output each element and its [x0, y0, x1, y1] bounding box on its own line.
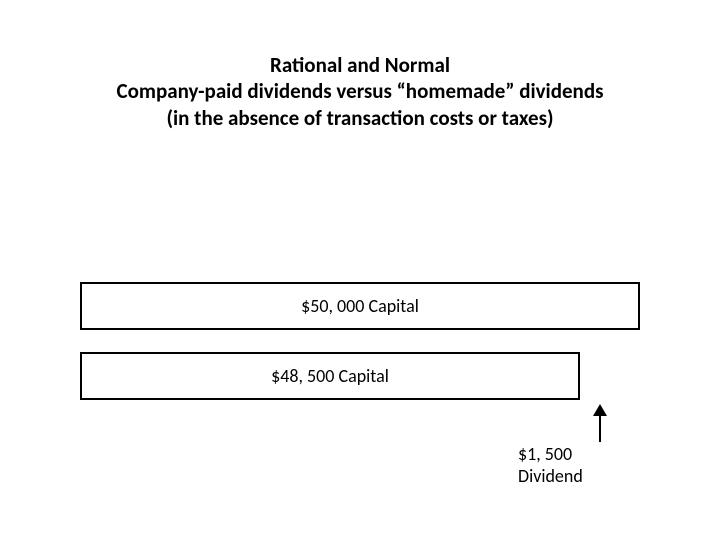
capital-bar-reduced: $48, 500 Capital — [80, 352, 580, 400]
dividend-label: $1, 500 Dividend — [518, 444, 583, 487]
capital-bar-full-label: $50, 000 Capital — [82, 295, 638, 317]
capital-bar-reduced-label: $48, 500 Capital — [82, 365, 578, 387]
dividend-caption: Dividend — [518, 466, 583, 488]
capital-bar-full: $50, 000 Capital — [80, 282, 640, 330]
dividend-amount: $1, 500 — [518, 444, 583, 466]
slide-canvas: Rational and Normal Company-paid dividen… — [0, 0, 720, 540]
title-line-3: (in the absence of transaction costs or … — [0, 105, 720, 131]
title-line-2: Company-paid dividends versus “homemade”… — [0, 78, 720, 104]
title-block: Rational and Normal Company-paid dividen… — [0, 52, 720, 131]
dividend-arrow — [590, 404, 610, 442]
title-line-1: Rational and Normal — [0, 52, 720, 78]
